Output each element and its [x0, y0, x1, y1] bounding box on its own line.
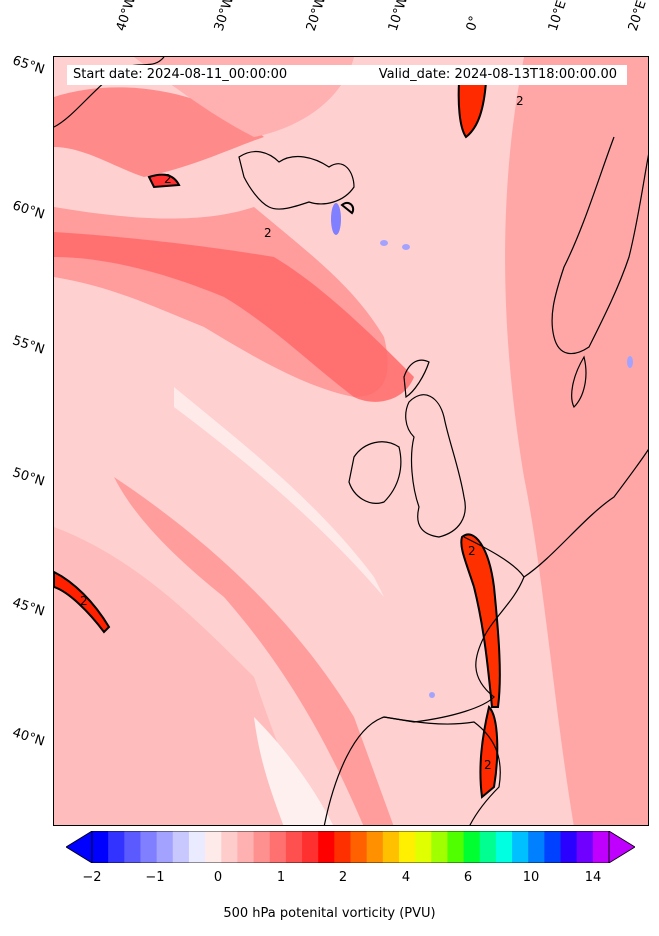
- pv-low-spot-1: [380, 240, 388, 246]
- lon-label-20w: 20°W: [303, 0, 330, 33]
- colorbar-swatch: [431, 831, 448, 863]
- pv-low-spot-3: [429, 692, 435, 698]
- lat-label-45n: 45°N: [10, 595, 47, 620]
- colorbar-swatch: [237, 831, 255, 863]
- colorbar-border: [91, 831, 610, 863]
- coast-ireland: [348, 441, 402, 504]
- pv-band-southwest: [54, 527, 314, 825]
- contour-labels: 2 2 2 2 2 2: [80, 94, 524, 772]
- colorbar-swatch: [108, 831, 125, 863]
- colorbar-tick: 1: [276, 870, 286, 885]
- coast-britain: [405, 394, 466, 538]
- colorbar-swatch: [398, 831, 416, 863]
- colorbar-swatch: [124, 831, 141, 863]
- contour-iberia: [479, 705, 499, 799]
- date-header: Start date: 2024-08-11_00:00:00 Valid_da…: [67, 65, 627, 85]
- colorbar-swatch: [156, 831, 174, 863]
- contour-iceland-west: [147, 173, 181, 189]
- colorbar-tick: 4: [401, 870, 411, 885]
- lat-label-55n: 55°N: [10, 333, 47, 358]
- colorbar-swatch: [592, 831, 610, 863]
- colorbar-swatch: [318, 831, 335, 863]
- colorbar-swatch: [350, 831, 368, 863]
- colorbar-swatch: [366, 831, 384, 863]
- valid-date-label: Valid_date: 2024-08-13T18:00:00.00: [378, 67, 617, 82]
- colorbar-swatch: [334, 831, 351, 863]
- colorbar-tick: 2: [338, 870, 348, 885]
- colorbar-swatch: [253, 831, 271, 863]
- pv-filament-arctic: [458, 82, 486, 137]
- lon-label-10e: 10°E: [545, 0, 570, 34]
- pv-pale-patch: [254, 717, 333, 825]
- contour-atlantic: [54, 570, 111, 634]
- coast-iceland: [238, 150, 355, 210]
- lat-label-65n: 65°N: [10, 53, 47, 78]
- pv-band-east: [505, 57, 648, 825]
- coast-iberia: [323, 716, 501, 825]
- colorbar: [66, 831, 635, 863]
- pv-low-spot-2: [402, 244, 410, 250]
- colorbar-under-triangle: [66, 831, 93, 863]
- colorbar-swatch: [172, 831, 190, 863]
- pv-band-strong: [54, 232, 414, 402]
- contour-label: 2: [264, 226, 272, 240]
- colorbar-tick: 14: [584, 870, 602, 885]
- colorbar-swatch: [560, 831, 578, 863]
- colorbar-tick: 10: [522, 870, 540, 885]
- colorbar-swatch: [269, 831, 287, 863]
- colorbar-swatch: [188, 831, 206, 863]
- colorbar-swatch: [495, 831, 513, 863]
- lon-label-30w: 30°W: [211, 0, 238, 33]
- start-date-label: Start date: 2024-08-11_00:00:00: [73, 67, 288, 82]
- contour-iceland-east: [340, 201, 355, 215]
- contour-biscay: [460, 533, 501, 708]
- colorbar-tick: 0: [213, 870, 223, 885]
- lon-label-10w: 10°W: [385, 0, 412, 33]
- colorbar-swatch: [447, 831, 465, 863]
- pv-low-spot-4: [627, 356, 633, 368]
- colorbar-swatch: [221, 831, 238, 863]
- pv-low-spot-iceland: [331, 203, 341, 235]
- colorbar-over-triangle: [608, 831, 635, 863]
- lat-label-50n: 50°N: [10, 465, 47, 490]
- lat-label-60n: 60°N: [10, 198, 47, 223]
- colorbar-swatch: [415, 831, 432, 863]
- colorbar-swatch: [544, 831, 562, 863]
- colorbar-swatch: [512, 831, 529, 863]
- contour-label: 2: [516, 94, 524, 108]
- coast-continent: [523, 449, 648, 578]
- colorbar-tick: −1: [145, 870, 165, 885]
- colorbar-swatch: [382, 831, 400, 863]
- contour-label: 2: [80, 594, 88, 608]
- contours-2pvu: [54, 81, 501, 799]
- contour-arctic: [457, 81, 488, 139]
- colorbar-tick: −2: [82, 870, 102, 885]
- colorbar-swatch: [479, 831, 497, 863]
- coast-denmark: [571, 355, 587, 409]
- contour-label: 2: [468, 544, 476, 558]
- colorbar-swatch: [528, 831, 545, 863]
- lon-label-0: 0°: [463, 14, 483, 33]
- pv-map: 2 2 2 2 2 2: [53, 56, 649, 826]
- colorbar-swatch: [285, 831, 303, 863]
- colorbar-tick: 6: [463, 870, 473, 885]
- pv-band-diagonal: [114, 477, 394, 825]
- colorbar-swatch: [302, 831, 319, 863]
- pv-pale-streak: [174, 387, 384, 597]
- pv-filament-atlantic: [54, 572, 109, 632]
- colorbar-swatch: [576, 831, 594, 863]
- coast-norway: [551, 136, 648, 355]
- colorbar-swatch: [205, 831, 222, 863]
- contour-label: 2: [164, 172, 172, 186]
- colorbar-title: 500 hPa potenital vorticity (PVU): [223, 906, 436, 921]
- colorbar-swatch: [463, 831, 481, 863]
- contour-label: 2: [484, 758, 492, 772]
- lon-label-40w: 40°W: [113, 0, 140, 33]
- colorbar-swatch: [92, 831, 109, 863]
- pv-field-svg: 2 2 2 2 2 2: [54, 57, 648, 825]
- lon-label-20e: 20°E: [625, 0, 650, 34]
- colorbar-swatch: [140, 831, 158, 863]
- lat-label-40n: 40°N: [10, 725, 47, 750]
- coast-scotland: [403, 359, 430, 399]
